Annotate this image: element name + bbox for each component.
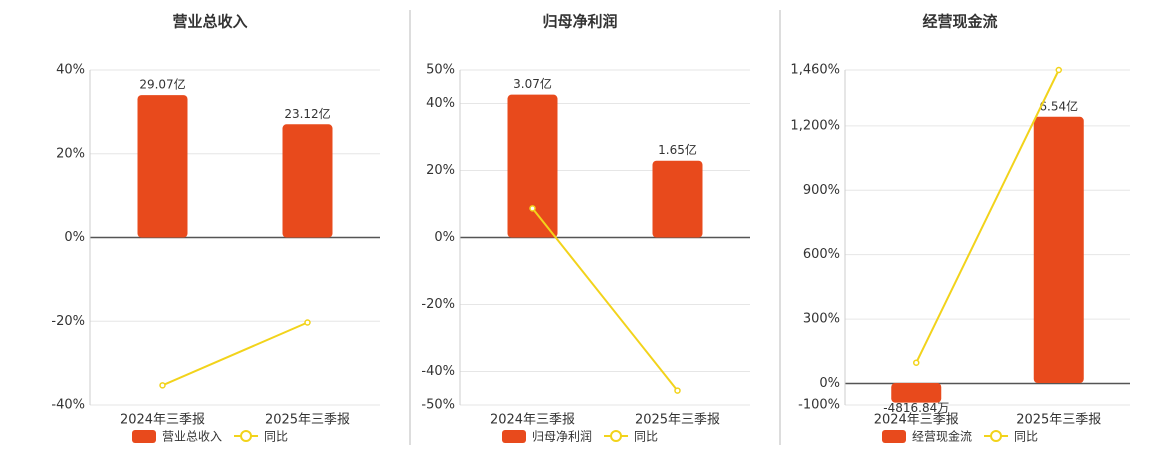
y-tick-label: 20% [426,163,455,178]
y-tick-label: 0% [434,230,455,245]
point [1055,66,1062,74]
line [531,207,679,392]
value-label: 6.54亿 [1039,98,1078,113]
bar [1033,116,1084,384]
legend-swatch [990,430,1003,442]
y-tick-label: -40% [421,364,455,379]
legend-swatch [882,430,906,443]
x-tick-label: 2024年三季报 [120,413,205,428]
value-label: 23.12亿 [284,106,330,121]
legend-swatch [240,430,253,442]
y-tick-label: -100% [798,398,840,413]
legend-label: 同比 [264,430,288,444]
value-label: 1.65亿 [658,142,697,157]
legend-swatch [502,430,526,443]
value-label: 3.07亿 [513,76,552,91]
y-tick-label: -50% [421,398,455,413]
value-label: 29.07亿 [139,77,185,92]
point [674,387,681,394]
y-tick-label: 40% [56,63,85,78]
bar [507,94,558,238]
legend-label: 归母净利润 [532,430,592,444]
x-tick-label: 2025年三季报 [635,413,720,428]
point [529,205,536,212]
point [304,319,311,326]
y-tick-label: 300% [803,312,840,327]
x-tick-label: 2025年三季报 [1016,413,1101,428]
y-tick-label: -20% [51,314,85,329]
y-tick-label: 1,200% [790,118,840,133]
y-tick-label: 0% [64,230,85,245]
y-tick-label: 20% [56,146,85,161]
x-tick-label: 2024年三季报 [490,413,575,428]
y-tick-label: -40% [51,398,85,413]
line [915,69,1060,364]
y-tick-label: 40% [426,96,455,111]
line [162,321,308,387]
y-tick-label: 600% [803,247,840,262]
chart-title: 营业总收入 [172,13,247,31]
legend-label: 同比 [1014,430,1038,444]
chart-title: 经营现金流 [922,13,997,31]
y-tick-label: -20% [421,297,455,312]
y-tick-label: 50% [426,63,455,78]
x-tick-label: 2024年三季报 [874,413,959,428]
chart-title: 归母净利润 [542,13,617,31]
point [913,359,920,366]
bar [652,160,703,238]
legend-swatch [610,430,623,442]
x-tick-label: 2025年三季报 [265,413,350,428]
legend-label: 经营现金流 [912,429,972,444]
y-tick-label: 900% [803,183,840,198]
y-tick-label: 1,460% [790,63,840,78]
legend-label: 营业总收入 [162,430,222,444]
legend-swatch [132,430,156,443]
bar [891,383,942,403]
bar [137,95,188,238]
y-tick-label: 0% [819,376,840,391]
point [159,382,166,389]
legend-label: 同比 [634,430,658,444]
value-label: -4816.84万 [883,401,949,415]
bar [282,124,333,238]
